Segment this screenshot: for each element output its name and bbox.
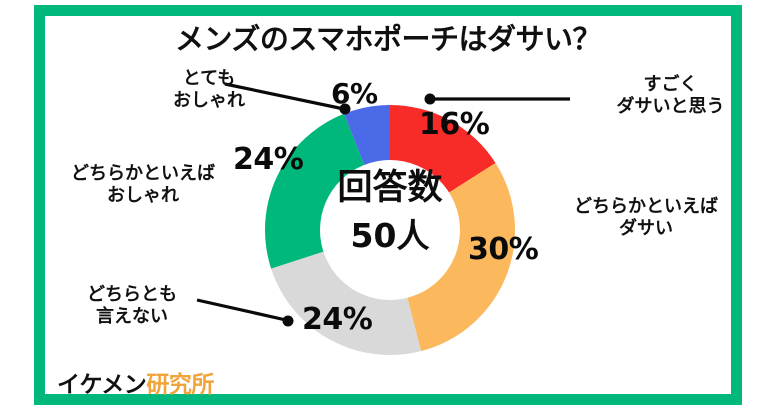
center-label-responses: 回答数 [337,168,443,208]
page-title: メンズのスマホポーチはダサい？ [174,22,602,56]
brand-watermark: イケメン研究所 [57,365,214,399]
donut-chart-svg [265,105,515,355]
callout-label-dochiraka-oshare: どちらかといえば おしゃれ [48,163,238,207]
watermark-text-orange: 研究所 [146,372,214,398]
center-value-count: 50人 [350,216,430,255]
callout-line-1: どちらかといえば [71,163,215,184]
callout-line-2: 言えない [96,305,168,327]
slice-value-label-dochiraka-dasai: 30% [468,232,539,267]
slice-value-label-totemo-oshare: 6% [331,77,378,110]
callout-line-2: ダサい [619,217,673,239]
callout-line-2: おしゃれ [173,89,245,111]
slice-value-label-dochiraka-oshare: 24% [233,142,304,177]
callout-line-1: すごく [643,74,698,95]
slice-value-label-sugoku-dasai: 16% [419,107,490,142]
callout-label-dochiraka-dasai: どちらかといえば ダサい [548,196,744,240]
donut-chart: 回答数 50人 [265,105,515,355]
callout-label-dochitomo-ienai: どちらとも 言えない [48,284,216,328]
donut-center-hole [320,160,460,300]
callout-line-1: とても [182,68,236,89]
watermark-text-black: イケメン [57,372,147,398]
callout-line-1: どちらかといえば [574,196,718,217]
callout-line-1: どちらとも [87,284,177,305]
callout-label-sugoku-dasai: すごく ダサいと思う [588,74,753,118]
callout-line-2: ダサいと思う [616,95,725,117]
callout-label-totemo-oshare: とても おしゃれ [148,68,270,112]
slice-value-label-dochitomo-ienai: 24% [302,302,373,337]
callout-line-2: おしゃれ [107,184,179,206]
